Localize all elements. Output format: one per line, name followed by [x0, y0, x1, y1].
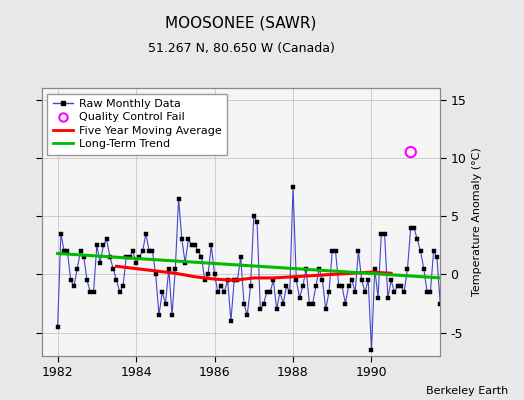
Text: 51.267 N, 80.650 W (Canada): 51.267 N, 80.650 W (Canada) [148, 42, 334, 55]
Text: Berkeley Earth: Berkeley Earth [426, 386, 508, 396]
Text: MOOSONEE (SAWR): MOOSONEE (SAWR) [166, 16, 316, 31]
Y-axis label: Temperature Anomaly (°C): Temperature Anomaly (°C) [472, 148, 482, 296]
Legend: Raw Monthly Data, Quality Control Fail, Five Year Moving Average, Long-Term Tren: Raw Monthly Data, Quality Control Fail, … [48, 94, 227, 155]
Point [407, 149, 415, 155]
